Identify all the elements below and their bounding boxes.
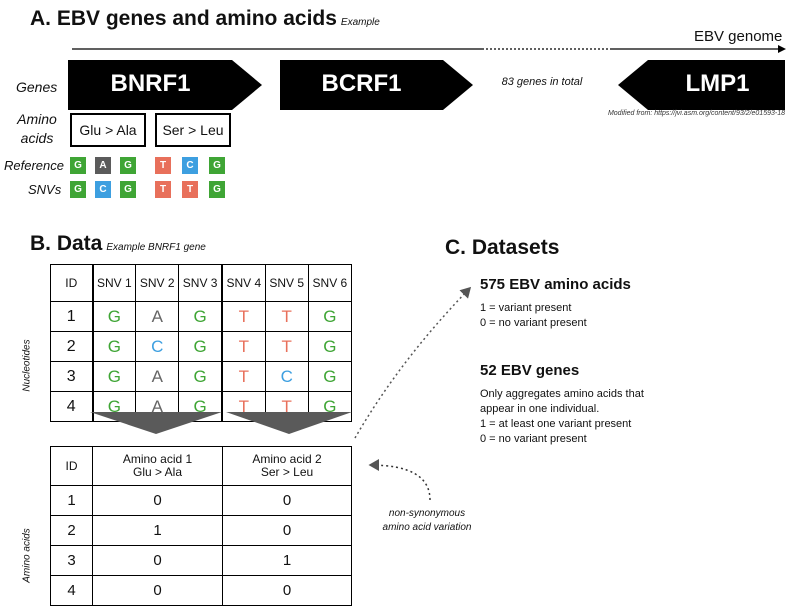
- aa-header-2: Amino acid 2 Ser > Leu: [222, 446, 352, 486]
- aa-header-1-line1: Amino acid 1: [122, 452, 193, 466]
- aa-header-2-line2: Ser > Leu: [260, 465, 314, 479]
- reference-nucleotide: G: [209, 157, 225, 174]
- aa-header-id: ID: [50, 446, 93, 486]
- nucleotide-cell: T: [264, 331, 309, 362]
- row-id: 3: [50, 361, 93, 392]
- reference-nucleotide: G: [120, 157, 136, 174]
- section-b-title: B. Data Example BNRF1 gene: [30, 232, 206, 256]
- dataset-genes: 52 EBV genes Only aggregates amino acids…: [480, 362, 644, 447]
- section-a-heading: A. EBV genes and amino acids: [30, 7, 337, 30]
- section-b-note: Example BNRF1 gene: [106, 242, 206, 253]
- genome-label: EBV genome: [694, 28, 783, 45]
- nucleotide-cell: G: [178, 331, 223, 362]
- dataset-genes-title: 52 EBV genes: [480, 362, 580, 379]
- section-a-title: A. EBV genes and amino acids Example: [30, 7, 380, 31]
- row-id: 3: [50, 545, 93, 576]
- snvs-nucleotide: T: [155, 181, 171, 198]
- aa-header-1-line2: Glu > Ala: [132, 465, 183, 479]
- dataset-line: 1 = variant present: [480, 302, 572, 314]
- reference-nucleotide: T: [155, 157, 171, 174]
- genes-row-label: Genes: [16, 79, 58, 95]
- genes-total-label: 83 genes in total: [501, 76, 583, 88]
- nt-header-cell: SNV 3: [178, 264, 223, 302]
- variant-cell: 0: [92, 485, 223, 516]
- section-c-title: C. Datasets: [445, 236, 560, 259]
- dataset-line: appear in one individual.: [480, 403, 600, 415]
- nucleotide-cell: G: [178, 361, 223, 392]
- nucleotide-cell: C: [264, 361, 309, 392]
- amino-acid-table: ID Amino acid 1 Glu > Ala Amino acid 2 Ser…: [50, 446, 352, 606]
- aa-header-1: Amino acid 1 Glu > Ala: [92, 446, 223, 486]
- section-a-note: Example: [340, 17, 380, 28]
- amino-row-label-2: acids: [20, 130, 54, 146]
- nucleotide-cell: G: [307, 301, 353, 332]
- nt-header-cell: SNV 2: [135, 264, 180, 302]
- reference-row-label: Reference: [4, 158, 64, 173]
- dataset-line: 0 = no variant present: [480, 317, 587, 329]
- snvs-nucleotide: G: [70, 181, 86, 198]
- nonsynonymous-line1: non-synonymous: [388, 508, 466, 519]
- nucleotide-cell: T: [220, 331, 266, 362]
- amino-row-label: Amino acids: [14, 110, 60, 148]
- reference-nucleotide: C: [182, 157, 198, 174]
- nucleotide-table-header: ID SNV 1 SNV 2 SNV 3 SNV 4 SNV 5 SNV 6: [50, 264, 353, 302]
- bcrf1-arrow: [280, 60, 473, 110]
- row-id: 1: [50, 485, 93, 516]
- dataset-amino-acids-title: 575 EBV amino acids: [480, 276, 631, 293]
- aa-header-2-line1: Amino acid 2: [252, 452, 322, 466]
- nucleotide-cell: G: [91, 301, 137, 332]
- snvs-nucleotide: T: [182, 181, 198, 198]
- variant-cell: 0: [222, 485, 352, 516]
- bnrf1-arrow: [68, 60, 262, 110]
- section-b-heading: B. Data: [30, 232, 103, 255]
- nt-header-cell: SNV 4: [220, 264, 266, 302]
- reference-nucleotide: A: [95, 157, 111, 174]
- snvs-nucleotide: G: [120, 181, 136, 198]
- amino-acid-table-header: ID Amino acid 1 Glu > Ala Amino acid 2 Ser…: [50, 446, 352, 486]
- snvs-nucleotide: C: [95, 181, 111, 198]
- nonsynonymous-line2: amino acid variation: [382, 522, 472, 533]
- row-id: 4: [50, 391, 93, 422]
- nt-header-cell: SNV 5: [264, 264, 309, 302]
- arrow-to-aa-header: [368, 459, 431, 501]
- arrow-to-datasets: [354, 286, 472, 439]
- dataset-line: 0 = no variant present: [480, 433, 587, 445]
- snvs-row-label: SNVs: [28, 182, 62, 197]
- gene-bcrf1: BCRF1: [321, 70, 402, 97]
- snvs-nucleotide: G: [209, 181, 225, 198]
- lmp1-arrow: [618, 60, 785, 110]
- dataset-line: 1 = at least one variant present: [480, 418, 632, 430]
- reference-nucleotide: G: [70, 157, 86, 174]
- dataset-amino-acids: 575 EBV amino acids 1 = variant present 0…: [480, 276, 631, 331]
- aa-box-1: Glu > Ala: [70, 113, 146, 147]
- gene-bnrf1: BNRF1: [110, 70, 191, 97]
- aa-box-2: Ser > Leu: [155, 113, 231, 147]
- source-note: Modified from: https://jvi.asm.org/conte…: [607, 110, 785, 117]
- gene-lmp1: LMP1: [685, 70, 750, 97]
- amino-row-label-1: Amino: [17, 111, 57, 127]
- nucleotide-cell: G: [178, 301, 223, 332]
- nucleotide-cell: T: [220, 301, 266, 332]
- nonsynonymous-note: non-synonymous amino acid variation: [372, 507, 482, 535]
- dataset-line: Only aggregates amino acids that: [480, 388, 644, 400]
